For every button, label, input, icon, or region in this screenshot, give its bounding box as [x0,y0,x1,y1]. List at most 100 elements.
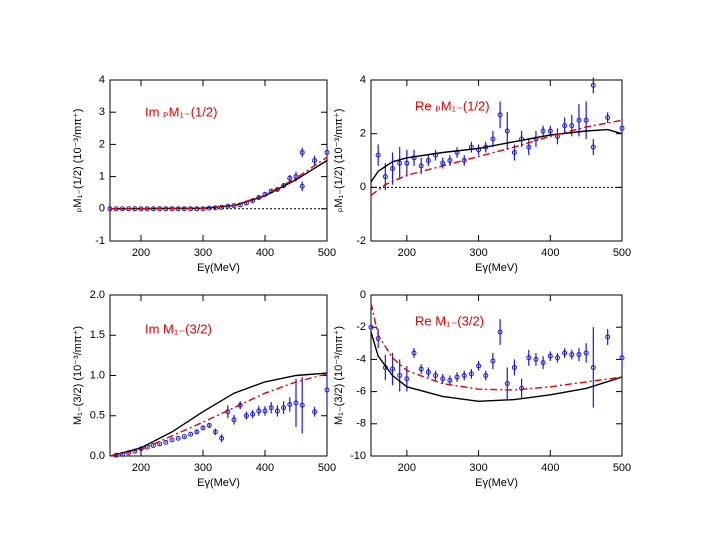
data-point [390,166,396,172]
annotation: Im ₚM₁₋(1/2) [145,104,217,119]
data-point [169,437,175,443]
data-point [504,128,510,134]
data-point [397,160,403,166]
curve [109,159,328,210]
data-point [576,352,582,358]
y-axis-label: ₚM₁₋(1/2) (10⁻³/mπ⁺) [72,109,84,213]
data-point [181,434,187,440]
data-point [569,123,575,129]
data-point [447,377,453,383]
x-tick-label: 300 [194,247,212,259]
data-point [404,160,410,166]
data-point [562,123,568,129]
data-point [287,401,293,407]
x-tick-label: 500 [613,462,631,474]
y-tick-label: -2 [356,321,366,333]
data-point [243,413,249,419]
data-point [583,350,589,356]
y-tick-label: 4 [99,74,105,86]
curve [370,302,623,391]
y-tick-label: -10 [350,450,366,462]
y-axis-label: M₁₋(3/2) (10⁻³/mπ⁺) [72,326,84,425]
data-point [490,136,496,142]
plot-frame [370,294,623,457]
data-point [511,364,517,370]
y-tick-label: 1.5 [90,329,105,341]
data-point [418,366,424,372]
data-point [526,355,532,361]
curve [370,128,623,183]
y-tick-label: -1 [95,235,105,247]
curve [109,372,328,457]
data-point [504,381,510,387]
x-tick-label: 200 [398,247,416,259]
data-point [490,358,496,364]
x-tick-label: 400 [256,462,274,474]
data-point [262,408,268,414]
y-tick-label: 2 [360,128,366,140]
y-tick-label: 4 [360,74,366,86]
data-point [411,155,417,161]
y-tick-label: 2 [99,138,105,150]
data-point [511,149,517,155]
data-point [605,115,611,121]
data-point [268,405,274,411]
x-tick-label: 200 [132,462,150,474]
data-point [163,439,169,445]
data-point [219,435,225,441]
data-point [454,374,460,380]
data-point [368,324,374,330]
plot-frame [370,79,623,242]
data-point [583,117,589,123]
data-point [433,373,439,378]
y-tick-label: 1.0 [90,369,105,381]
x-axis-label: Eγ(MeV) [475,477,518,489]
data-point [250,411,256,417]
data-point [562,350,568,356]
y-tick-label: 0 [99,203,105,215]
data-point [256,408,262,414]
data-point [425,369,431,375]
data-point [461,158,467,163]
y-tick-label: 3 [99,106,105,118]
data-point [497,329,503,335]
data-point [540,128,546,134]
data-point [483,373,489,378]
data-point [425,158,431,163]
x-tick-label: 400 [541,462,559,474]
y-tick-label: 2.0 [90,289,105,301]
data-point [440,376,446,382]
y-tick-label: -8 [356,418,366,430]
data-point [206,422,212,428]
data-point [299,183,305,189]
data-point [274,408,280,414]
curve [109,156,328,210]
data-point [447,158,453,163]
data-point [619,355,625,361]
data-point [476,363,482,369]
data-point [590,364,596,370]
data-point [312,409,318,415]
y-tick-label: 0 [360,289,366,301]
y-tick-label: 1 [99,171,105,183]
data-point [397,373,403,378]
data-point [461,373,467,378]
x-axis-label: Eγ(MeV) [197,477,240,489]
y-tick-label: -2 [356,235,366,247]
y-tick-label: 0 [360,181,366,193]
curve [109,373,328,457]
data-point [468,371,474,377]
data-point [590,144,596,150]
annotation: Re M₁₋(3/2) [415,313,484,328]
plot-frame [109,79,328,242]
curve [370,331,623,403]
data-point [497,112,503,118]
data-point [231,417,237,423]
x-tick-label: 400 [541,247,559,259]
x-tick-label: 200 [398,462,416,474]
data-point [519,385,525,391]
data-point [390,366,396,372]
y-axis-label: ₚM₁₋(1/2) (10⁻³/mπ⁺) [333,109,345,213]
data-point [404,376,410,382]
